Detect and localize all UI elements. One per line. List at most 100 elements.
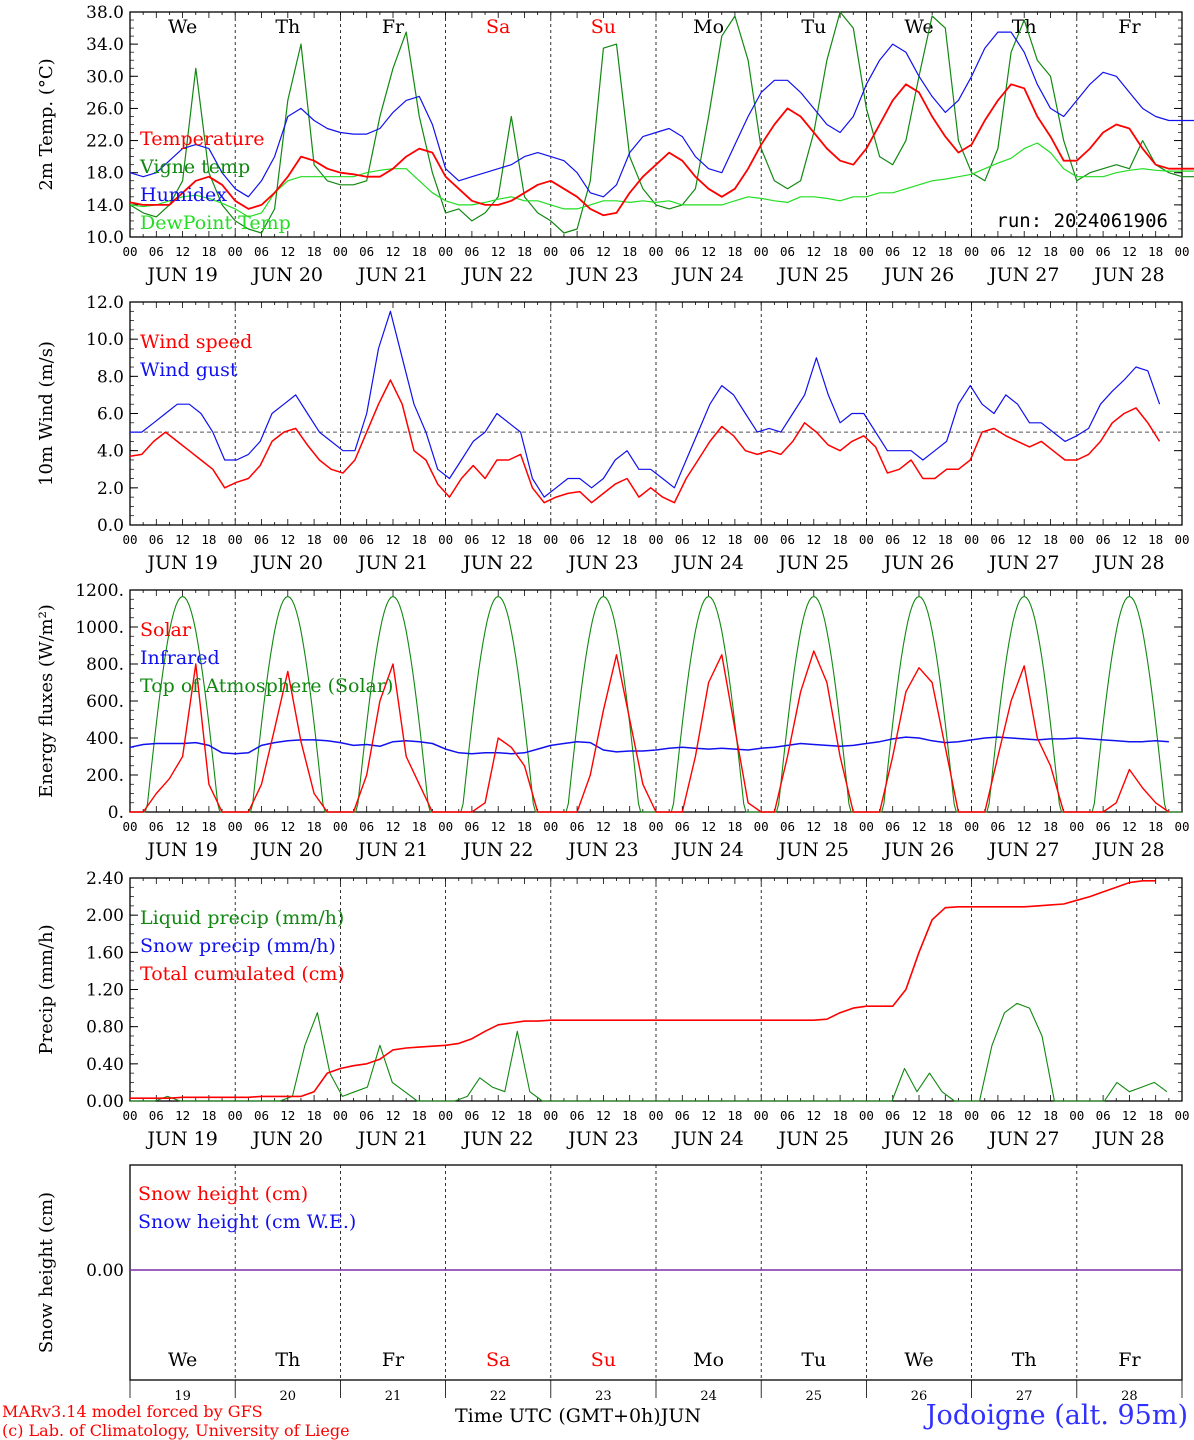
series-liquid-precip bbox=[130, 1002, 1168, 1102]
hour-tick-label: 18 bbox=[1043, 532, 1058, 547]
hour-tick-label: 06 bbox=[675, 532, 690, 547]
series-vigne-temp bbox=[129, 11, 1194, 234]
hour-tick-label: 18 bbox=[307, 532, 322, 547]
hour-tick-label: 12 bbox=[175, 244, 190, 259]
hour-tick-label: 00 bbox=[1069, 244, 1084, 259]
hour-tick-label: 06 bbox=[570, 1108, 585, 1123]
hour-tick-label: 12 bbox=[701, 532, 716, 547]
day-number-label: 27 bbox=[1016, 1389, 1033, 1404]
hour-tick-label: 06 bbox=[780, 244, 795, 259]
y-tick-label: 1.20 bbox=[86, 981, 124, 1001]
hour-tick-label: 18 bbox=[517, 244, 532, 259]
weekday-label: Mo bbox=[693, 1349, 724, 1371]
hour-tick-label: 12 bbox=[385, 532, 400, 547]
hour-tick-label: 12 bbox=[1017, 244, 1032, 259]
hour-tick-label: 12 bbox=[280, 244, 295, 259]
date-label: JUN 21 bbox=[356, 839, 428, 861]
y-tick-label: 0.00 bbox=[86, 1261, 124, 1281]
hour-tick-label: 18 bbox=[727, 1108, 742, 1123]
hour-tick-label: 06 bbox=[149, 244, 164, 259]
hour-tick-label: 06 bbox=[254, 1108, 269, 1123]
date-label: JUN 27 bbox=[987, 264, 1059, 286]
day-number-label: 24 bbox=[700, 1389, 717, 1404]
series-wind-gust bbox=[130, 310, 1161, 498]
day-number-label: 28 bbox=[1121, 1389, 1138, 1404]
hour-tick-label: 00 bbox=[333, 532, 348, 547]
hour-tick-label: 06 bbox=[780, 532, 795, 547]
date-label: JUN 22 bbox=[461, 264, 533, 286]
day-number-label: 25 bbox=[806, 1389, 823, 1404]
date-label: JUN 28 bbox=[1092, 264, 1164, 286]
legend-entry: Snow height (cm) bbox=[138, 1183, 308, 1205]
hour-tick-label: 12 bbox=[596, 1108, 611, 1123]
station-name: Jodoigne (alt. 95m) bbox=[925, 1400, 1188, 1431]
date-label: JUN 26 bbox=[882, 1128, 954, 1150]
hour-tick-label: 00 bbox=[648, 1108, 663, 1123]
date-label: JUN 24 bbox=[671, 839, 743, 861]
hour-tick-label: 18 bbox=[938, 532, 953, 547]
hour-tick-label: 00 bbox=[754, 819, 769, 834]
date-label: JUN 28 bbox=[1092, 1128, 1164, 1150]
hour-tick-label: 12 bbox=[1122, 819, 1137, 834]
date-label: JUN 26 bbox=[882, 264, 954, 286]
hour-tick-label: 00 bbox=[543, 532, 558, 547]
hour-tick-label: 12 bbox=[701, 244, 716, 259]
hour-tick-label: 06 bbox=[885, 1108, 900, 1123]
hour-tick-label: 12 bbox=[911, 1108, 926, 1123]
hour-tick-label: 00 bbox=[122, 1108, 137, 1123]
hour-tick-label: 18 bbox=[1148, 532, 1163, 547]
hour-tick-label: 18 bbox=[201, 819, 216, 834]
hour-tick-label: 06 bbox=[885, 532, 900, 547]
hour-tick-label: 00 bbox=[754, 1108, 769, 1123]
hour-tick-label: 06 bbox=[990, 532, 1005, 547]
hour-tick-label: 06 bbox=[570, 244, 585, 259]
legend-entry: Vigne temp bbox=[139, 156, 250, 178]
hour-tick-label: 06 bbox=[570, 819, 585, 834]
hour-tick-label: 12 bbox=[1017, 532, 1032, 547]
hour-tick-label: 00 bbox=[859, 244, 874, 259]
legend-entry: Top of Atmosphere (Solar) bbox=[140, 675, 393, 697]
legend-entry: Infrared bbox=[140, 647, 220, 669]
date-label: JUN 25 bbox=[777, 839, 849, 861]
hour-tick-label: 18 bbox=[727, 244, 742, 259]
hour-tick-label: 18 bbox=[412, 532, 427, 547]
y-axis-label: 10m Wind (m/s) bbox=[36, 341, 57, 486]
hour-tick-label: 12 bbox=[911, 244, 926, 259]
y-tick-label: 600. bbox=[86, 692, 124, 712]
hour-tick-label: 12 bbox=[385, 1108, 400, 1123]
y-tick-label: 2.40 bbox=[86, 869, 124, 889]
hour-tick-label: 18 bbox=[622, 244, 637, 259]
hour-tick-label: 00 bbox=[438, 244, 453, 259]
hour-tick-label: 18 bbox=[622, 532, 637, 547]
y-tick-label: 10.0 bbox=[86, 330, 124, 350]
legend-entry: Total cumulated (cm) bbox=[140, 963, 345, 985]
hour-tick-label: 18 bbox=[938, 819, 953, 834]
hour-tick-label: 06 bbox=[1096, 532, 1111, 547]
hour-tick-label: 12 bbox=[596, 244, 611, 259]
series-temperature bbox=[129, 83, 1194, 217]
hour-tick-label: 12 bbox=[701, 819, 716, 834]
y-tick-label: 4.0 bbox=[97, 442, 124, 462]
day-number-label: 22 bbox=[490, 1389, 507, 1404]
hour-tick-label: 12 bbox=[491, 1108, 506, 1123]
legend-entry: Temperature bbox=[140, 128, 264, 150]
hour-tick-label: 06 bbox=[780, 1108, 795, 1123]
date-label: JUN 27 bbox=[987, 839, 1059, 861]
date-label: JUN 22 bbox=[461, 552, 533, 574]
hour-tick-label: 00 bbox=[1069, 532, 1084, 547]
legend-entry: DewPoint Temp bbox=[140, 212, 291, 234]
hour-tick-label: 12 bbox=[280, 532, 295, 547]
y-tick-label: 38.0 bbox=[86, 3, 124, 23]
date-label: JUN 27 bbox=[987, 1128, 1059, 1150]
hour-tick-label: 18 bbox=[307, 1108, 322, 1123]
hour-tick-label: 18 bbox=[1043, 819, 1058, 834]
series-total-cumulated bbox=[130, 879, 1156, 1099]
hour-tick-label: 00 bbox=[859, 1108, 874, 1123]
series-infrared bbox=[129, 736, 1169, 755]
hour-tick-label: 06 bbox=[359, 819, 374, 834]
hour-tick-label: 12 bbox=[491, 244, 506, 259]
date-label: JUN 28 bbox=[1092, 839, 1164, 861]
hour-tick-label: 06 bbox=[464, 819, 479, 834]
hour-tick-label: 18 bbox=[412, 819, 427, 834]
hour-tick-label: 18 bbox=[727, 819, 742, 834]
